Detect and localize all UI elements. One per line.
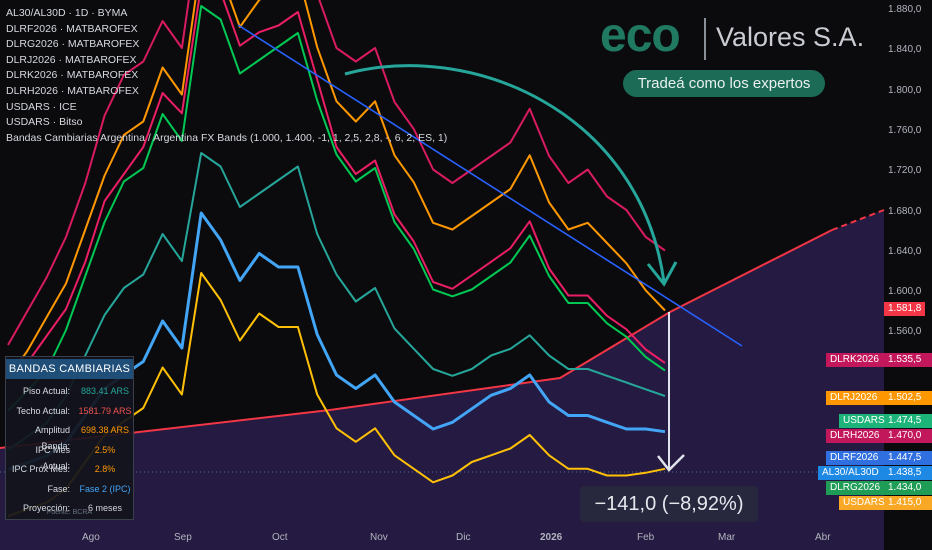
brand-name: Valores S.A.: [716, 22, 865, 52]
panel-row: Proyección: 6 meses: [6, 500, 133, 516]
panel-row-key: Fase:: [47, 483, 70, 494]
price-badge-value: 1.474,5: [888, 415, 922, 426]
price-badge: AL30/AL30D 1.438,5: [818, 466, 932, 480]
price-badge-value: 1.415,0: [888, 497, 922, 508]
series-line-2: [7, 5, 666, 412]
y-tick-label: 1.680,0: [888, 205, 922, 217]
panel-row-value: 1581.79 ARS: [78, 405, 132, 416]
downtrend-line: [237, 24, 743, 347]
legend-item-al30[interactable]: AL30/AL30D · 1D · BYMA: [6, 7, 128, 19]
panel-source: Fuente: BCRA: [46, 509, 93, 516]
legend-item-usdars-bitso[interactable]: USDARS · Bitso: [6, 116, 83, 129]
y-tick-label: 1.800,0: [888, 84, 922, 96]
price-badge-name: DLRJ2026: [830, 392, 878, 403]
x-tick-label: Feb: [637, 532, 655, 543]
panel-row: Amplitud Banda: 698.38 ARS: [6, 422, 133, 451]
band-fill: [0, 210, 884, 550]
legend-item-dlrj2026[interactable]: DLRJ2026 · MATBAROFEX: [6, 53, 137, 66]
drop-arrow-head: [657, 454, 685, 472]
y-tick-label: 1.560,0: [888, 326, 922, 338]
brand-tagline: Tradeá como los expertos: [623, 70, 825, 97]
panel-row-value: 883.41 ARS: [80, 386, 130, 396]
panel-row: Piso Actual: 883.41 ARS: [6, 383, 133, 399]
panel-row-key: Techo Actual:: [16, 405, 70, 416]
x-tick-label: Dic: [456, 532, 471, 543]
legend-item-fx-bands[interactable]: Bandas Cambiarias Argentina / Argentina …: [6, 131, 448, 144]
x-tick-label: Oct: [272, 532, 288, 543]
curved-arrow: [344, 64, 666, 283]
brand-logo: eco: [600, 9, 681, 62]
series-line-0: [7, 0, 666, 346]
panel-row-key: IPC Mes Actual:: [35, 444, 70, 471]
price-badge-name: DLRK2026: [830, 354, 879, 365]
panel-row: Techo Actual: 1581.79 ARS: [6, 403, 133, 419]
legend-item-usdars-ice[interactable]: USDARS · ICE: [6, 100, 77, 113]
y-tick-label: 1.840,0: [888, 44, 922, 56]
price-badge-value: 1.470,0: [888, 430, 922, 441]
y-tick-label: 1.640,0: [888, 245, 922, 257]
brand-divider: [704, 18, 706, 60]
price-badge-name: USDARS: [843, 415, 885, 426]
price-badge-name: USDARS: [843, 497, 885, 508]
price-badge: DLRG2026 1.434,0: [826, 481, 932, 495]
panel-row: Fase: Fase 2 (IPC): [6, 481, 133, 497]
band-ceiling-line: [0, 229, 833, 449]
legend-item-dlrk2026[interactable]: DLRK2026 · MATBAROFEX: [6, 69, 139, 82]
price-badge: USDARS 1.415,0: [839, 496, 932, 510]
price-badge: DLRH2026 1.470,0: [826, 429, 932, 443]
series-line-1: [7, 0, 666, 379]
panel-row-key: Proyección:: [22, 503, 70, 513]
x-tick-label: Ago: [82, 532, 100, 543]
legend-item-dlrh2026[interactable]: DLRH2026 · MATBAROFEX: [6, 84, 139, 97]
price-badge-value: 1.535,5: [888, 354, 922, 365]
price-badge: DLRK2026 1.535,5: [826, 353, 932, 367]
price-badge-name: DLRF2026: [830, 452, 879, 463]
price-badge-name: DLRH2026: [830, 430, 880, 441]
price-badge-name: DLRG2026: [830, 482, 881, 493]
price-badge-value: 1.434,0: [888, 482, 922, 493]
panel-row-value: Fase 2 (IPC): [79, 483, 131, 494]
x-tick-label: Abr: [815, 532, 831, 543]
x-tick-label: Mar: [718, 532, 736, 543]
y-tick-label: 1.720,0: [888, 165, 922, 177]
price-badge: 1.581,8: [884, 302, 926, 316]
series-line-4: [7, 152, 666, 451]
price-change-label: −141,0 (−8,92%): [580, 486, 758, 522]
panel-title: BANDAS CAMBIARIAS: [6, 359, 133, 379]
price-badge: USDARS 1.474,5: [839, 414, 932, 428]
panel-row-key: IPC Próx Mes:: [11, 464, 70, 474]
curved-arrow-head: [646, 261, 678, 287]
panel-row: IPC Próx Mes: 2.8%: [6, 461, 133, 477]
legend-item-dlrg2026[interactable]: DLRG2026 · MATBAROFEX: [6, 38, 140, 51]
x-tick-label: Nov: [370, 532, 388, 543]
x-tick-label: Sep: [174, 532, 192, 543]
price-badge: DLRJ2026 1.502,5: [826, 391, 932, 405]
y-axis: 1.880,0 1.840,0 1.800,0 1.760,0 1.720,0 1.680…: [884, 0, 932, 550]
y-tick-label: 1.760,0: [888, 124, 922, 136]
price-badge-value: 1.447,5: [888, 452, 922, 463]
y-tick-label: 1.600,0: [888, 286, 922, 298]
y-tick-label: 1.880,0: [888, 4, 922, 15]
legend-item-dlrf2026[interactable]: DLRF2026 · MATBAROFEX: [6, 22, 138, 35]
panel-row-value: 2.8%: [94, 464, 116, 474]
price-badge-value: 1.438,5: [888, 467, 922, 478]
bands-info-panel: BANDAS CAMBIARIAS Piso Actual: 883.41 ARS…: [5, 356, 134, 520]
panel-row-key: Amplitud Banda:: [34, 425, 70, 451]
panel-row-value: 698.38 ARS: [80, 425, 130, 435]
price-badge: DLRF2026 1.447,5: [826, 451, 932, 465]
panel-row-key: Piso Actual:: [22, 386, 70, 396]
series-line-3: [7, 0, 666, 378]
price-badge-name: AL30/AL30D: [822, 467, 879, 478]
x-tick-label: 2026: [540, 532, 563, 543]
panel-row-value: 6 meses: [87, 503, 122, 513]
chart-legend: AL30/AL30D · 1D · BYMA DLRF2026 · MATBAR…: [6, 6, 447, 146]
panel-row: IPC Mes Actual: 2.5%: [6, 442, 133, 471]
price-badge-value: 1.502,5: [888, 392, 922, 403]
panel-row-value: 2.5%: [94, 444, 116, 455]
